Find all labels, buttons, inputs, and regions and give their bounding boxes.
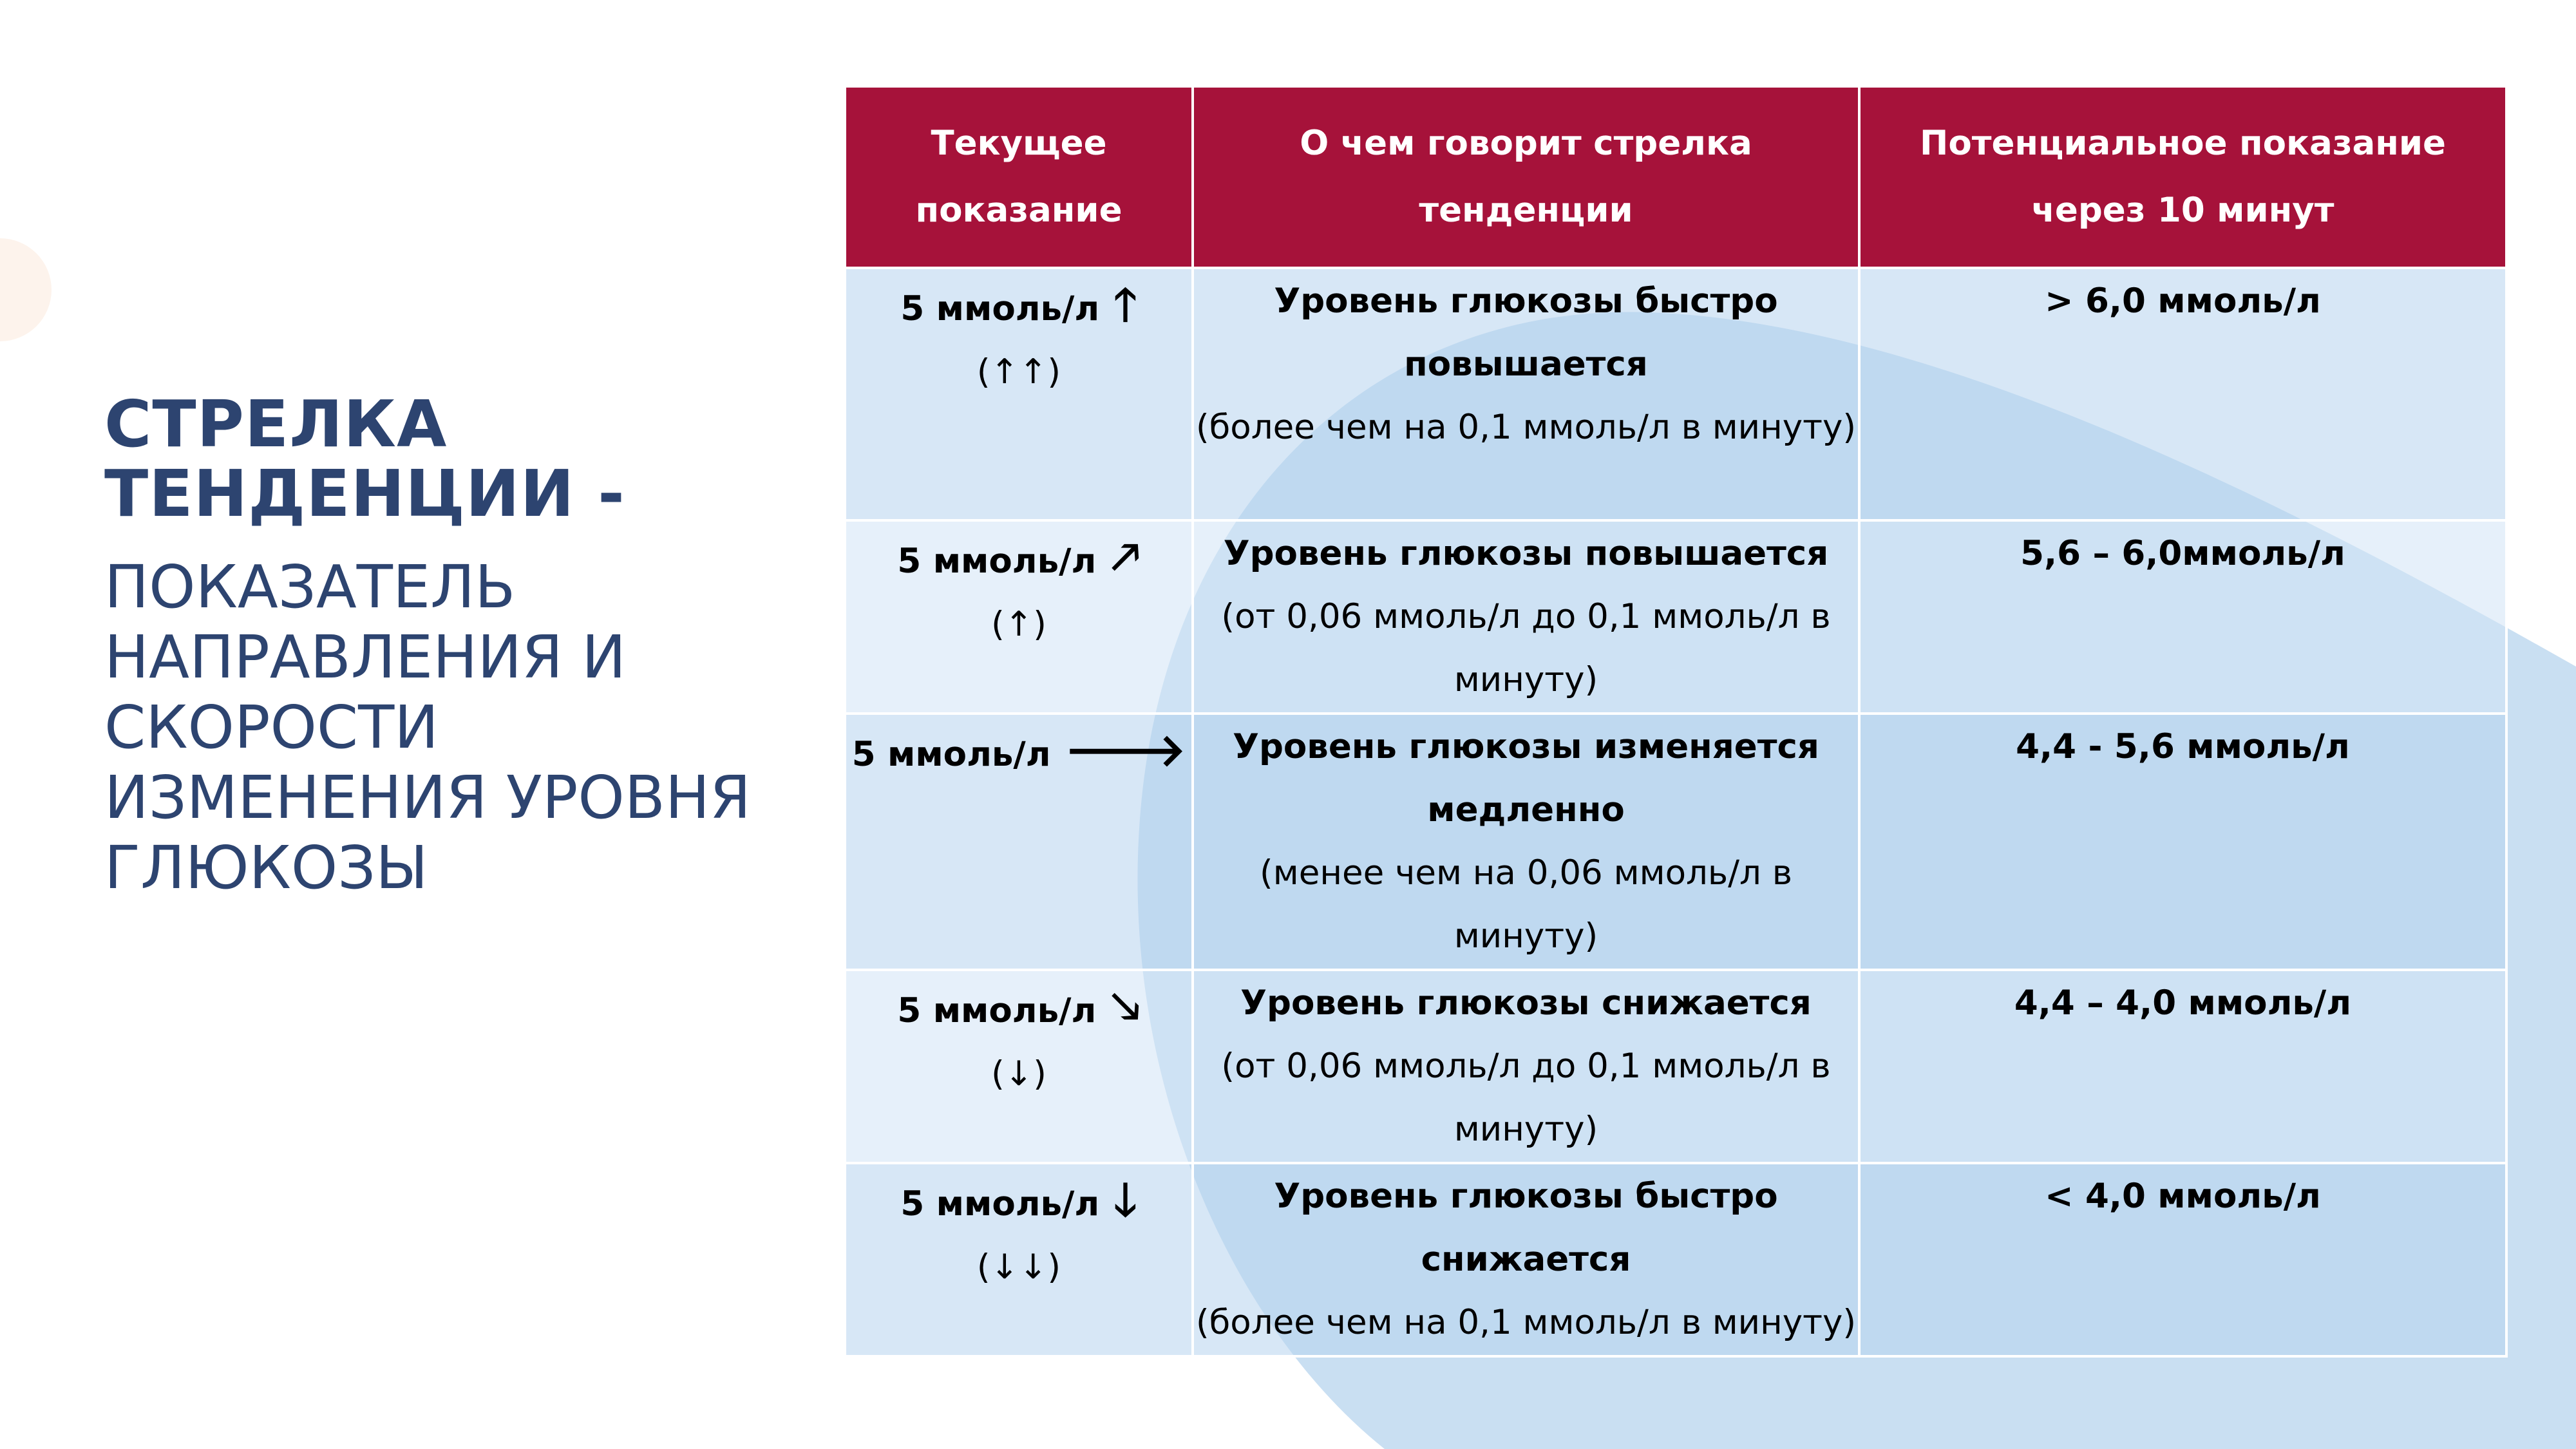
- potential-reading-cell: 4,4 – 4,0 ммоль/л: [1858, 969, 2508, 1164]
- arrow-up-right-icon: 🡕: [1110, 531, 1141, 583]
- meaning-text: (более чем на 0,1 ммоль/л в минуту): [1195, 408, 1857, 447]
- arrow-symbol: (↑): [991, 605, 1046, 644]
- current-reading-cell: 5 ммоль/л 🡑 (↑↑): [844, 267, 1194, 522]
- arrow-down-right-icon: 🡖: [1110, 980, 1141, 1033]
- arrow-up-icon: 🡑: [1113, 278, 1137, 331]
- meaning-cell: Уровень глюкозы изменяется медленно (мен…: [1191, 712, 1861, 971]
- table-row: 5 ммоль/л 🡑 (↑↑) Уровень глюкозы быстро п…: [844, 267, 2508, 522]
- table-header-row: Текущее показание О чем говорит стрелка …: [844, 85, 2508, 269]
- current-reading-cell: 5 ммоль/л 🡒: [844, 712, 1194, 971]
- current-reading-cell: 5 ммоль/л 🡖 (↓): [844, 969, 1194, 1164]
- meaning-text: (более чем на 0,1 ммоль/л в минуту): [1195, 1303, 1857, 1342]
- arrow-symbol: (↓): [991, 1054, 1046, 1094]
- meaning-cell: Уровень глюкозы быстро снижается (более …: [1191, 1162, 1861, 1358]
- meaning-bold: Уровень глюкозы быстро повышается: [1274, 281, 1778, 384]
- header-arrow-meaning: О чем говорит стрелка тенденции: [1191, 85, 1861, 269]
- reading-value: 5 ммоль/л: [897, 991, 1097, 1030]
- header-current-reading: Текущее показание: [844, 85, 1194, 269]
- meaning-bold: Уровень глюкозы изменяется медленно: [1233, 727, 1819, 829]
- reading-value: 5 ммоль/л: [900, 1184, 1100, 1224]
- potential-reading-cell: 4,4 - 5,6 ммоль/л: [1858, 712, 2508, 971]
- background-circle-accent: [0, 238, 52, 341]
- title-subtitle: ПОКАЗАТЕЛЬ НАПРАВЛЕНИЯ И СКОРОСТИ ИЗМЕНЕ…: [104, 553, 751, 902]
- trend-arrow-table: Текущее показание О чем говорит стрелка …: [844, 85, 2508, 1358]
- slide-title: СТРЕЛКА ТЕНДЕНЦИИ - ПОКАЗАТЕЛЬ НАПРАВЛЕН…: [104, 390, 832, 903]
- meaning-cell: Уровень глюкозы повышается (от 0,06 ммол…: [1191, 519, 1861, 715]
- table-row: 5 ммоль/л 🡓 (↓↓) Уровень глюкозы быстро с…: [844, 1162, 2508, 1358]
- meaning-text: (от 0,06 ммоль/л до 0,1 ммоль/л в минуту…: [1221, 1046, 1831, 1149]
- title-bold: СТРЕЛКА ТЕНДЕНЦИИ -: [104, 386, 625, 531]
- meaning-cell: Уровень глюкозы снижается (от 0,06 ммоль…: [1191, 969, 1861, 1164]
- meaning-text: (от 0,06 ммоль/л до 0,1 ммоль/л в минуту…: [1221, 597, 1831, 699]
- reading-value: 5 ммоль/л: [897, 542, 1097, 581]
- meaning-bold: Уровень глюкозы повышается: [1223, 534, 1829, 573]
- header-potential-reading: Потенциальное показание через 10 минут: [1858, 85, 2508, 269]
- arrow-down-icon: 🡓: [1113, 1173, 1137, 1226]
- potential-reading-cell: > 6,0 ммоль/л: [1858, 267, 2508, 522]
- reading-value: 5 ммоль/л: [900, 289, 1100, 328]
- current-reading-cell: 5 ммоль/л 🡕 (↑): [844, 519, 1194, 715]
- reading-value: 5 ммоль/л: [851, 735, 1051, 774]
- meaning-text: (менее чем на 0,06 ммоль/л в минуту): [1260, 853, 1792, 956]
- meaning-bold: Уровень глюкозы быстро снижается: [1274, 1177, 1778, 1279]
- arrow-symbol: (↑↑): [976, 352, 1061, 392]
- current-reading-cell: 5 ммоль/л 🡓 (↓↓): [844, 1162, 1194, 1358]
- potential-reading-cell: 5,6 – 6,0ммоль/л: [1858, 519, 2508, 715]
- table-row: 5 ммоль/л 🡖 (↓) Уровень глюкозы снижается…: [844, 969, 2508, 1164]
- arrow-right-icon: 🡒: [1065, 724, 1186, 777]
- arrow-symbol: (↓↓): [976, 1247, 1061, 1287]
- table-row: 5 ммоль/л 🡕 (↑) Уровень глюкозы повышаетс…: [844, 519, 2508, 715]
- meaning-cell: Уровень глюкозы быстро повышается (более…: [1191, 267, 1861, 522]
- potential-reading-cell: < 4,0 ммоль/л: [1858, 1162, 2508, 1358]
- table-row: 5 ммоль/л 🡒 Уровень глюкозы изменяется ме…: [844, 712, 2508, 971]
- meaning-bold: Уровень глюкозы снижается: [1240, 983, 1812, 1023]
